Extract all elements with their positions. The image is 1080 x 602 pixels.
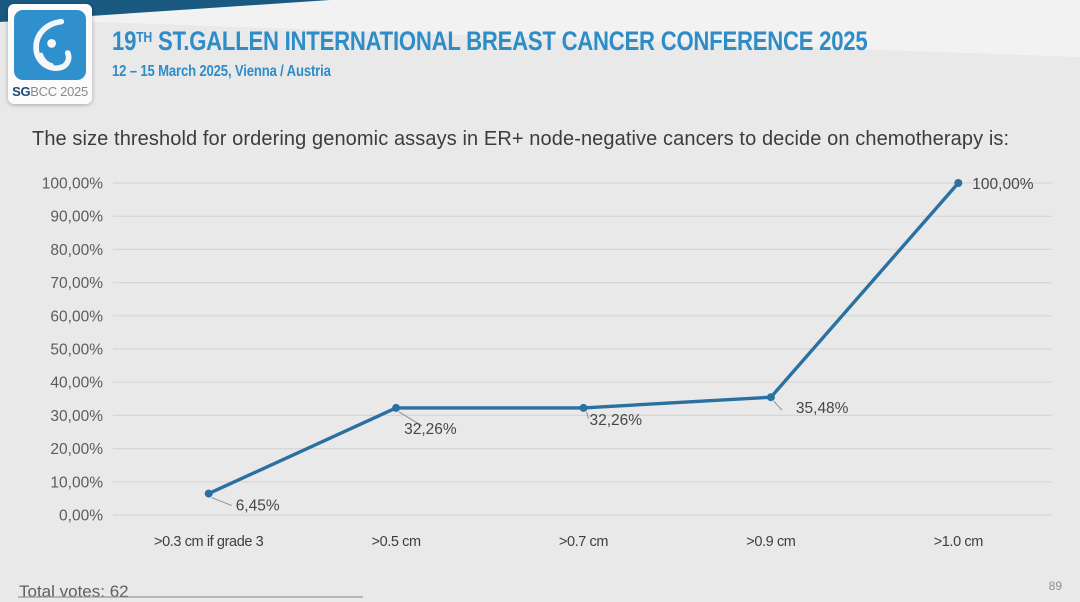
- y-axis-label: 0,00%: [59, 508, 103, 525]
- data-point-label: 32,26%: [590, 412, 643, 429]
- poll-question: The size threshold for ordering genomic …: [32, 128, 1010, 150]
- data-point: [579, 403, 588, 412]
- page-number: 89: [1048, 579, 1062, 593]
- y-axis-label: 10,00%: [50, 474, 103, 491]
- data-point: [204, 489, 213, 498]
- logo-badge-bold: SG: [12, 84, 31, 99]
- y-axis-label: 90,00%: [50, 209, 103, 226]
- data-point: [766, 393, 775, 402]
- x-axis-label: >0.3 cm if grade 3: [154, 534, 264, 550]
- title-text: ST.GALLEN INTERNATIONAL BREAST CANCER CO…: [157, 26, 868, 56]
- leader-line: [398, 411, 423, 427]
- x-axis-label: >0.9 cm: [746, 534, 796, 550]
- footer-divider: [18, 596, 363, 598]
- breast-logo-icon: [14, 10, 86, 80]
- y-axis-label: 60,00%: [50, 308, 103, 325]
- total-votes-label: Total votes: 62: [19, 582, 129, 601]
- conference-title: 19TH ST.GALLEN INTERNATIONAL BREAST CANC…: [112, 26, 868, 57]
- breast-glyph-icon: [33, 18, 72, 71]
- data-point-label: 100,00%: [972, 176, 1033, 193]
- logo-badge: SGBCC 2025: [12, 84, 88, 99]
- leader-line: [211, 497, 232, 507]
- y-axis-label: 30,00%: [50, 408, 103, 425]
- y-axis-label: 20,00%: [50, 441, 103, 458]
- y-axis-label: 70,00%: [50, 275, 103, 292]
- title-ordinal: TH: [136, 29, 153, 46]
- y-axis-label: 80,00%: [50, 242, 103, 259]
- conference-subtitle: 12 – 15 March 2025, Vienna / Austria: [112, 63, 331, 80]
- data-point-label: 35,48%: [796, 400, 849, 417]
- data-point: [392, 403, 401, 412]
- x-axis-label: >0.7 cm: [559, 534, 609, 550]
- data-point-label: 32,26%: [404, 421, 457, 438]
- title-number: 19: [112, 26, 137, 56]
- trend-line: [206, 181, 960, 496]
- leader-line: [773, 400, 783, 411]
- header-titles: 19TH ST.GALLEN INTERNATIONAL BREAST CANC…: [112, 26, 868, 81]
- data-point: [954, 179, 963, 187]
- y-axis-label: 100,00%: [42, 176, 103, 193]
- y-axis-label: 50,00%: [50, 342, 103, 359]
- y-axis-label: 40,00%: [50, 375, 103, 392]
- x-axis-label: >1.0 cm: [934, 534, 984, 550]
- logo-badge-rest: BCC 2025: [30, 84, 88, 99]
- conference-logo: SGBCC 2025: [8, 4, 92, 104]
- leader-line: [586, 411, 589, 420]
- data-point-label: 6,45%: [236, 498, 280, 515]
- x-axis-label: >0.5 cm: [372, 534, 422, 550]
